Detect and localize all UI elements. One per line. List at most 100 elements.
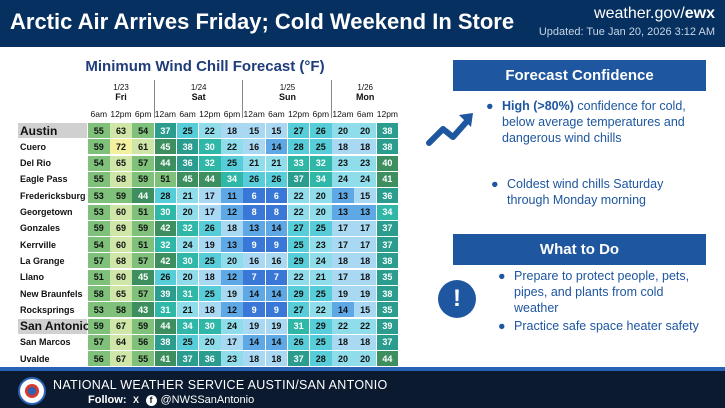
wind-chill-cell: 60 [110, 204, 132, 220]
confidence-header: Forecast Confidence [453, 60, 706, 91]
wind-chill-cell: 24 [310, 253, 332, 269]
wind-chill-cell: 18 [354, 334, 376, 350]
wind-chill-cell: 17 [221, 334, 243, 350]
wind-chill-cell: 34 [310, 171, 332, 187]
wind-chill-cell: 23 [332, 155, 354, 171]
wind-chill-cell: 37 [376, 220, 399, 236]
wind-chill-cell: 26 [310, 123, 332, 138]
trending-up-icon [426, 113, 473, 146]
social-handle[interactable]: @NWSSanAntonio [160, 394, 255, 406]
footer-bar [0, 371, 725, 408]
wind-chill-cell: 25 [310, 139, 332, 155]
wind-chill-cell: 27 [287, 220, 310, 236]
wind-chill-cell: 28 [287, 139, 310, 155]
wind-chill-cell: 44 [376, 351, 399, 367]
facebook-icon[interactable]: f [145, 394, 157, 406]
wind-chill-cell: 53 [88, 302, 110, 318]
wind-chill-cell: 23 [354, 155, 376, 171]
wind-chill-cell: 18 [221, 220, 243, 236]
wind-chill-cell: 15 [354, 188, 376, 204]
wind-chill-cell: 22 [287, 204, 310, 220]
wind-chill-cell: 22 [199, 123, 221, 138]
wind-chill-cell: 59 [88, 318, 110, 334]
wind-chill-cell: 20 [354, 123, 376, 138]
wind-chill-cell: 67 [110, 318, 132, 334]
wind-chill-cell: 26 [287, 334, 310, 350]
column-time: 6pm [223, 109, 241, 119]
wind-chill-cell: 20 [176, 269, 199, 285]
column-time: 6pm [312, 109, 330, 119]
wind-chill-cell: 23 [221, 351, 243, 367]
site-office: ewx [684, 5, 715, 22]
wind-chill-cell: 64 [110, 334, 132, 350]
wind-chill-cell: 36 [199, 351, 221, 367]
wind-chill-cell: 55 [88, 171, 110, 187]
wind-chill-cell: 25 [176, 334, 199, 350]
coldest-text: Coldest wind chills Saturday through Mon… [507, 177, 664, 207]
wind-chill-cell: 45 [176, 171, 199, 187]
wind-chill-cell: 29 [310, 318, 332, 334]
wind-chill-cell: 11 [221, 188, 243, 204]
city-label: Del Rio [20, 158, 52, 169]
wind-chill-cell: 25 [221, 155, 243, 171]
wind-chill-cell: 33 [287, 155, 310, 171]
wind-chill-cell: 53 [88, 188, 110, 204]
x-icon[interactable]: X [132, 395, 139, 405]
wind-chill-cell: 45 [132, 269, 154, 285]
wind-chill-cell: 57 [88, 253, 110, 269]
column-time: 12pm [376, 109, 399, 119]
wind-chill-cell: 32 [154, 237, 177, 253]
wind-chill-cell: 20 [332, 351, 354, 367]
nws-logo [18, 377, 46, 405]
wind-chill-cell: 14 [265, 139, 288, 155]
wind-chill-cell: 58 [110, 302, 132, 318]
wind-chill-cell: 21 [243, 155, 265, 171]
wind-chill-cell: 13 [354, 204, 376, 220]
wind-chill-cell: 44 [132, 188, 154, 204]
wind-chill-cell: 13 [332, 204, 354, 220]
wind-chill-cell: 57 [132, 155, 154, 171]
wind-chill-cell: 59 [132, 318, 154, 334]
wind-chill-cell: 15 [243, 123, 265, 138]
wind-chill-cell: 18 [354, 139, 376, 155]
wind-chill-cell: 40 [376, 155, 399, 171]
wind-chill-cell: 24 [354, 171, 376, 187]
wind-chill-cell: 60 [110, 237, 132, 253]
day-divider [242, 80, 244, 118]
column-date: 1/25 [279, 83, 296, 92]
header-bar: Arctic Air Arrives Friday; Cold Weekend … [0, 0, 725, 47]
wind-chill-cell: 8 [243, 204, 265, 220]
wind-chill-cell: 27 [287, 123, 310, 138]
office-name: NATIONAL WEATHER SERVICE AUSTIN/SAN ANTO… [53, 378, 388, 392]
wind-chill-cell: 14 [332, 302, 354, 318]
wind-chill-cell: 21 [265, 155, 288, 171]
wind-chill-cell: 12 [221, 269, 243, 285]
wind-chill-cell: 19 [332, 286, 354, 301]
wind-chill-cell: 35 [376, 302, 399, 318]
wind-chill-cell: 21 [310, 269, 332, 285]
wind-chill-cell: 25 [199, 253, 221, 269]
todo-bullet: ● Prepare to protect people, pets, pipes… [498, 268, 703, 316]
wind-chill-cell: 26 [199, 220, 221, 236]
wind-chill-cell: 67 [110, 351, 132, 367]
wind-chill-cell: 31 [287, 318, 310, 334]
wind-chill-cell: 32 [199, 155, 221, 171]
wind-chill-cell: 25 [310, 220, 332, 236]
wind-chill-cell: 29 [287, 286, 310, 301]
wind-chill-cell: 22 [332, 318, 354, 334]
wind-chill-cell: 14 [265, 286, 288, 301]
site-link[interactable]: weather.gov/ewx [594, 5, 715, 23]
wind-chill-cell: 17 [199, 188, 221, 204]
wind-chill-cell: 28 [310, 351, 332, 367]
wind-chill-cell: 6 [243, 188, 265, 204]
wind-chill-cell: 38 [376, 286, 399, 301]
wind-chill-cell: 18 [265, 351, 288, 367]
wind-chill-cell: 28 [154, 188, 177, 204]
wind-chill-cell: 55 [88, 123, 110, 138]
wind-chill-cell: 54 [132, 123, 154, 138]
wind-chill-cell: 34 [221, 171, 243, 187]
confidence-text: confidence for cold, below average tempe… [502, 99, 686, 145]
wind-chill-cell: 38 [176, 139, 199, 155]
wind-chill-cell: 27 [287, 302, 310, 318]
wind-chill-cell: 22 [354, 318, 376, 334]
